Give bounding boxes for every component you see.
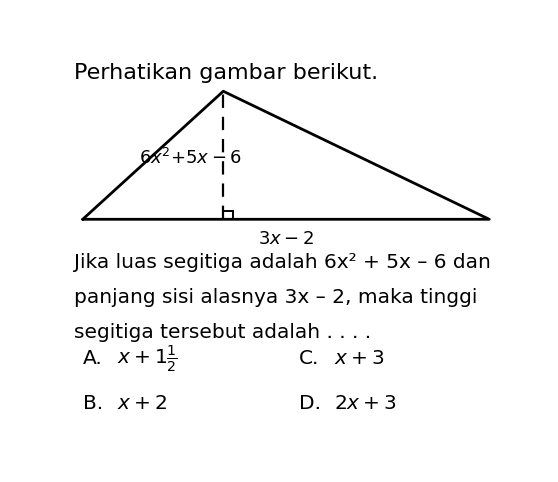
Text: segitiga tersebut adalah . . . .: segitiga tersebut adalah . . . .	[74, 323, 371, 342]
Text: D.: D.	[299, 393, 321, 413]
Text: C.: C.	[299, 349, 319, 368]
Text: Perhatikan gambar berikut.: Perhatikan gambar berikut.	[74, 64, 378, 83]
Text: $x + 3$: $x + 3$	[334, 349, 384, 368]
Text: $x + 2$: $x + 2$	[117, 393, 167, 413]
Text: $6x^2$$+ 5x - 6$: $6x^2$$+ 5x - 6$	[139, 148, 242, 168]
Text: B.: B.	[83, 393, 103, 413]
Text: $2x + 3$: $2x + 3$	[334, 393, 396, 413]
Text: $3x - 2$: $3x - 2$	[258, 230, 314, 248]
Text: panjang sisi alasnya 3x – 2, maka tinggi: panjang sisi alasnya 3x – 2, maka tinggi	[74, 288, 478, 307]
Text: $x + 1\frac{1}{2}$: $x + 1\frac{1}{2}$	[117, 343, 178, 374]
Text: Jika luas segitiga adalah 6x² + 5x – 6 dan: Jika luas segitiga adalah 6x² + 5x – 6 d…	[74, 253, 491, 272]
Bar	[223, 211, 233, 219]
Text: A.: A.	[83, 349, 103, 368]
